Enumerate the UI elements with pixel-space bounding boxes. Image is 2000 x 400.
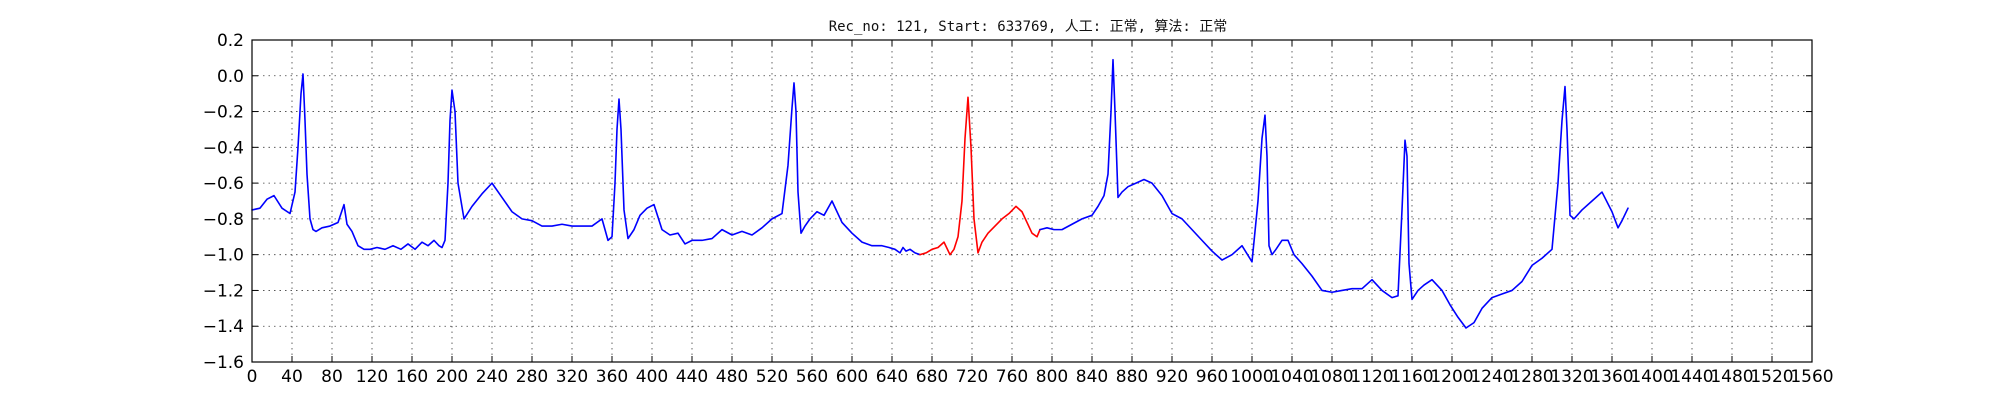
y-tick-label: −0.6: [203, 174, 244, 194]
x-tick-label: 1360: [1590, 367, 1633, 387]
x-tick-label: 320: [556, 367, 588, 387]
y-tick-label: −1.2: [203, 281, 244, 301]
x-tick-label: 1400: [1630, 367, 1673, 387]
x-tick-label: 1280: [1510, 367, 1553, 387]
y-tick-label: 0.0: [217, 67, 244, 87]
x-tick-label: 1080: [1310, 367, 1353, 387]
x-tick-label: 200: [436, 367, 468, 387]
x-tick-label: 240: [476, 367, 508, 387]
x-tick-label: 160: [396, 367, 428, 387]
x-tick-label: 1040: [1270, 367, 1313, 387]
chart-title: Rec_no: 121, Start: 633769, 人工: 正常, 算法: …: [829, 19, 1228, 35]
x-tick-label: 1240: [1470, 367, 1513, 387]
plot-area-frame: [251, 39, 1813, 363]
x-tick-label: 1520: [1750, 367, 1793, 387]
y-tick-label: −1.4: [203, 317, 244, 337]
x-tick-label: 80: [321, 367, 343, 387]
x-tick-label: 400: [636, 367, 668, 387]
x-tick-label: 1320: [1550, 367, 1593, 387]
x-tick-label: 480: [716, 367, 748, 387]
ecg-series-line: [1039, 58, 1629, 329]
ecg-series-line: [919, 96, 1041, 256]
y-axis-ticks: 0.2 0.0 −0.2 −0.4 −0.6 −0.8 −1.0 −1.2 −1.4 −1.6: [203, 31, 1812, 373]
y-tick-label: −0.2: [203, 103, 244, 123]
grid-lines: [251, 39, 1813, 363]
x-tick-label: 920: [1156, 367, 1188, 387]
x-tick-label: 1120: [1350, 367, 1393, 387]
y-tick-label: −0.8: [203, 210, 244, 230]
x-tick-label: 600: [836, 367, 868, 387]
x-tick-label: 1440: [1670, 367, 1713, 387]
x-tick-label: 40: [281, 367, 303, 387]
x-tick-label: 760: [996, 367, 1028, 387]
x-tick-label: 800: [1036, 367, 1068, 387]
x-tick-label: 520: [756, 367, 788, 387]
x-tick-label: 1480: [1710, 367, 1753, 387]
y-tick-label: −1.6: [203, 353, 244, 373]
x-tick-label: 640: [876, 367, 908, 387]
ecg-series-line: [251, 73, 921, 256]
x-tick-label: 1000: [1230, 367, 1273, 387]
y-tick-label: 0.2: [217, 31, 244, 51]
y-tick-label: −0.4: [203, 138, 244, 158]
x-tick-label: 560: [796, 367, 828, 387]
x-tick-label: 280: [516, 367, 548, 387]
x-tick-label: 680: [916, 367, 948, 387]
x-tick-label: 0: [247, 367, 258, 387]
x-axis-ticks: 0 40 80 120 160 200 240 280 320 360 400 440 480 520 56…: [247, 40, 1834, 387]
x-tick-label: 440: [676, 367, 708, 387]
x-tick-label: 1160: [1390, 367, 1433, 387]
x-tick-label: 1200: [1430, 367, 1473, 387]
plot-series: [251, 58, 1629, 329]
x-tick-label: 880: [1116, 367, 1148, 387]
x-tick-label: 360: [596, 367, 628, 387]
x-tick-label: 120: [356, 367, 388, 387]
y-tick-label: −1.0: [203, 246, 244, 266]
x-tick-label: 1560: [1790, 367, 1833, 387]
x-tick-label: 840: [1076, 367, 1108, 387]
x-tick-label: 960: [1196, 367, 1228, 387]
x-tick-label: 720: [956, 367, 988, 387]
